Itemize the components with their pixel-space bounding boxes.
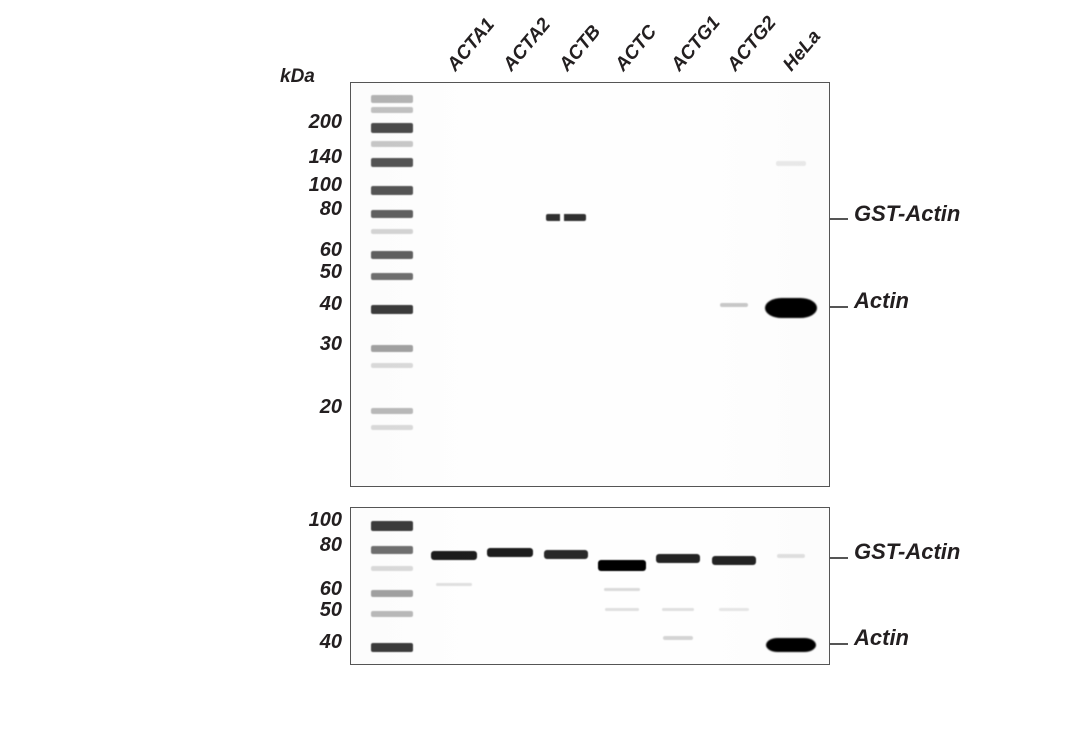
ladder-band [371, 251, 413, 259]
lane-label: HeLa [779, 26, 826, 76]
mw-marker: 40 [270, 631, 342, 654]
ladder-band [371, 611, 413, 617]
mw-marker: 140 [270, 146, 342, 169]
mw-marker: 60 [270, 239, 342, 262]
ladder-band [371, 141, 413, 147]
ladder-band [371, 546, 413, 554]
ladder-band [371, 643, 413, 652]
ladder-band [371, 107, 413, 113]
signal-band [605, 608, 639, 611]
band-label: Actin [854, 625, 909, 651]
lane-label: ACTG1 [667, 13, 725, 76]
ladder-band [371, 408, 413, 414]
signal-band [719, 608, 749, 611]
mw-marker: 100 [270, 509, 342, 532]
band-tick [830, 557, 848, 559]
band-tick [830, 218, 848, 220]
blot-panel-bottom [350, 507, 830, 665]
band-label: GST-Actin [854, 539, 960, 565]
ladder-band [371, 521, 413, 531]
kda-unit-label: kDa [280, 66, 315, 88]
mw-marker: 20 [270, 396, 342, 419]
ladder-band [371, 305, 413, 314]
signal-band [777, 554, 805, 558]
signal-band [720, 303, 748, 307]
mw-marker: 100 [270, 174, 342, 197]
band-label: GST-Actin [854, 201, 960, 227]
signal-band [544, 550, 588, 559]
lane-label: ACTB [555, 21, 606, 76]
mw-marker: 80 [270, 534, 342, 557]
ladder-band [371, 210, 413, 218]
ladder-band [371, 158, 413, 167]
signal-band [598, 560, 646, 571]
signal-band [766, 638, 816, 652]
mw-marker: 200 [270, 111, 342, 134]
signal-band [656, 554, 700, 563]
ladder-band [371, 123, 413, 133]
mw-marker: 50 [270, 261, 342, 284]
blot-panel-top [350, 82, 830, 487]
signal-band [776, 161, 806, 166]
mw-marker: 80 [270, 198, 342, 221]
ladder-band [371, 425, 413, 430]
mw-marker: 50 [270, 599, 342, 622]
signal-band [663, 636, 693, 640]
lane-label: ACTG2 [723, 13, 781, 76]
band-label: Actin [854, 288, 909, 314]
ladder-band [371, 186, 413, 195]
signal-band [712, 556, 756, 565]
signal-band [487, 548, 533, 557]
lane-label: ACTC [611, 21, 662, 76]
band-tick [830, 643, 848, 645]
mw-marker: 40 [270, 293, 342, 316]
lane-label: ACTA2 [499, 14, 556, 76]
signal-band [765, 298, 817, 318]
ladder-band [371, 95, 413, 103]
signal-band [431, 551, 477, 560]
ladder-band [371, 566, 413, 571]
signal-band [604, 588, 640, 591]
ladder-band [371, 590, 413, 597]
signal-band [662, 608, 694, 611]
ladder-band [371, 273, 413, 280]
mw-marker: 30 [270, 333, 342, 356]
band-tick [830, 306, 848, 308]
mw-marker: 60 [270, 578, 342, 601]
ladder-band [371, 345, 413, 352]
ladder-band [371, 229, 413, 234]
ladder-band [371, 363, 413, 368]
signal-band [546, 214, 586, 221]
signal-band [436, 583, 472, 586]
lane-label: ACTA1 [443, 14, 500, 76]
lane-labels-row: ACTA1ACTA2ACTBACTCACTG1ACTG2HeLa [370, 10, 850, 80]
